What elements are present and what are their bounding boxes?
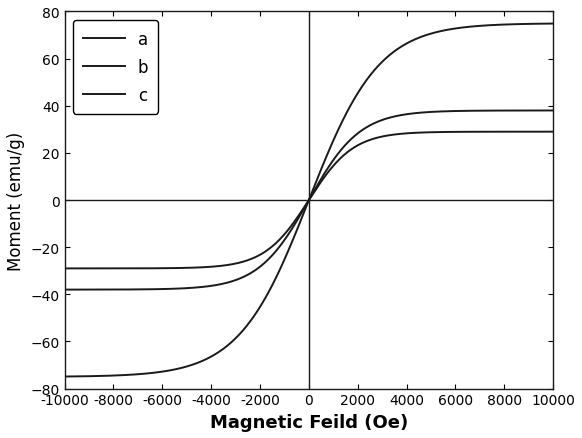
b (425, 110, 432, 115)
b (354, 131, 361, 137)
b (248, 271, 255, 276)
b (463, 109, 470, 114)
Line: c: c (65, 132, 553, 269)
Legend: a, b, c: a, b, c (73, 21, 158, 114)
b (150, 287, 157, 292)
b (379, 118, 386, 123)
c (463, 130, 470, 135)
c (150, 266, 157, 271)
a (61, 374, 68, 379)
a (379, 60, 386, 65)
Line: a: a (65, 25, 553, 377)
Line: b: b (65, 111, 553, 290)
c (61, 266, 68, 272)
c (354, 143, 361, 148)
a (354, 92, 361, 97)
b (549, 109, 556, 114)
Y-axis label: Moment (emu/g): Moment (emu/g) (7, 131, 25, 270)
a (549, 22, 556, 27)
a (150, 370, 157, 375)
c (425, 131, 432, 136)
c (248, 257, 255, 262)
c (549, 130, 556, 135)
a (248, 318, 255, 323)
a (463, 25, 470, 31)
b (61, 287, 68, 293)
a (425, 32, 432, 38)
c (379, 134, 386, 140)
X-axis label: Magnetic Feild (Oe): Magnetic Feild (Oe) (210, 413, 408, 431)
